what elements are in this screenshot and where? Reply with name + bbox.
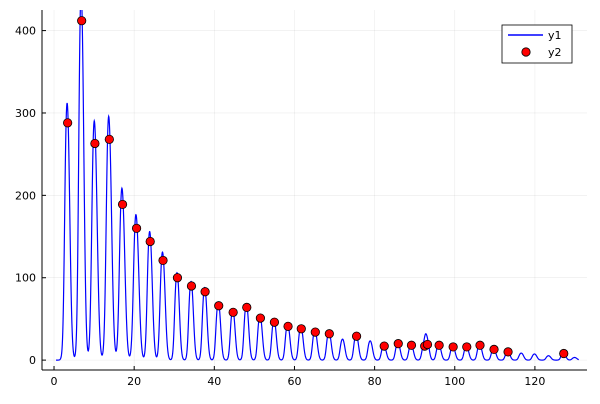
y-tick-label: 100 xyxy=(15,272,36,285)
series-y2-point xyxy=(283,321,293,331)
grid-layer xyxy=(42,10,587,370)
series-y2-point xyxy=(214,301,224,311)
series-y2-point xyxy=(462,342,472,352)
series-y2-point xyxy=(448,342,458,352)
series-y2-point xyxy=(379,341,389,351)
x-tick-label: 0 xyxy=(51,375,58,388)
x-tick-label: 80 xyxy=(368,375,382,388)
x-tick-label: 60 xyxy=(287,375,301,388)
legend-label-y1: y1 xyxy=(548,29,562,42)
legend-marker-y2 xyxy=(521,47,531,57)
series-y2-point xyxy=(559,348,569,359)
y-tick-label: 300 xyxy=(15,107,36,120)
series-y2-point xyxy=(489,344,499,355)
series-y2-point xyxy=(145,236,155,247)
series-y2-point xyxy=(200,287,210,297)
series-y2-point xyxy=(503,347,513,357)
series-y2-point xyxy=(324,329,334,339)
series-y2-point xyxy=(255,313,266,323)
x-tick-label: 40 xyxy=(207,375,221,388)
series-y2-point xyxy=(63,118,73,128)
series-y2-point xyxy=(90,138,100,149)
series-y2-point xyxy=(310,327,320,337)
x-tick-label: 120 xyxy=(524,375,545,388)
series-y2-point xyxy=(228,307,238,317)
series-y2-point xyxy=(186,281,197,291)
series-y2-point xyxy=(351,331,362,341)
series-y2-point xyxy=(117,199,128,210)
series-layer xyxy=(56,10,579,361)
y-tick-label: 200 xyxy=(15,189,36,202)
series-y2-point xyxy=(77,16,87,26)
series-y2-point xyxy=(172,273,183,283)
axes-layer: 0 20 40 60 80 100 120 0 100 200 300 400 xyxy=(15,10,587,388)
legend-box xyxy=(501,24,573,64)
series-y2-point xyxy=(269,317,280,327)
series-y2-point xyxy=(393,339,403,349)
series-y2-point xyxy=(242,302,252,312)
series-y2-point xyxy=(406,340,417,350)
series-y2-point xyxy=(131,223,142,233)
series-y2-point xyxy=(422,339,433,350)
series-y2-point xyxy=(296,324,306,334)
series-y2-point xyxy=(434,340,444,350)
series-y2-point xyxy=(158,255,168,266)
y-tick-label: 0 xyxy=(29,354,36,367)
y-tick-label: 400 xyxy=(15,25,36,38)
x-tick-label: 20 xyxy=(127,375,141,388)
x-tick-label: 100 xyxy=(444,375,465,388)
legend: y1 y2 xyxy=(501,24,573,64)
series-y2-point xyxy=(475,340,485,350)
legend-label-y2: y2 xyxy=(548,46,562,59)
series-y2-point xyxy=(104,134,114,144)
